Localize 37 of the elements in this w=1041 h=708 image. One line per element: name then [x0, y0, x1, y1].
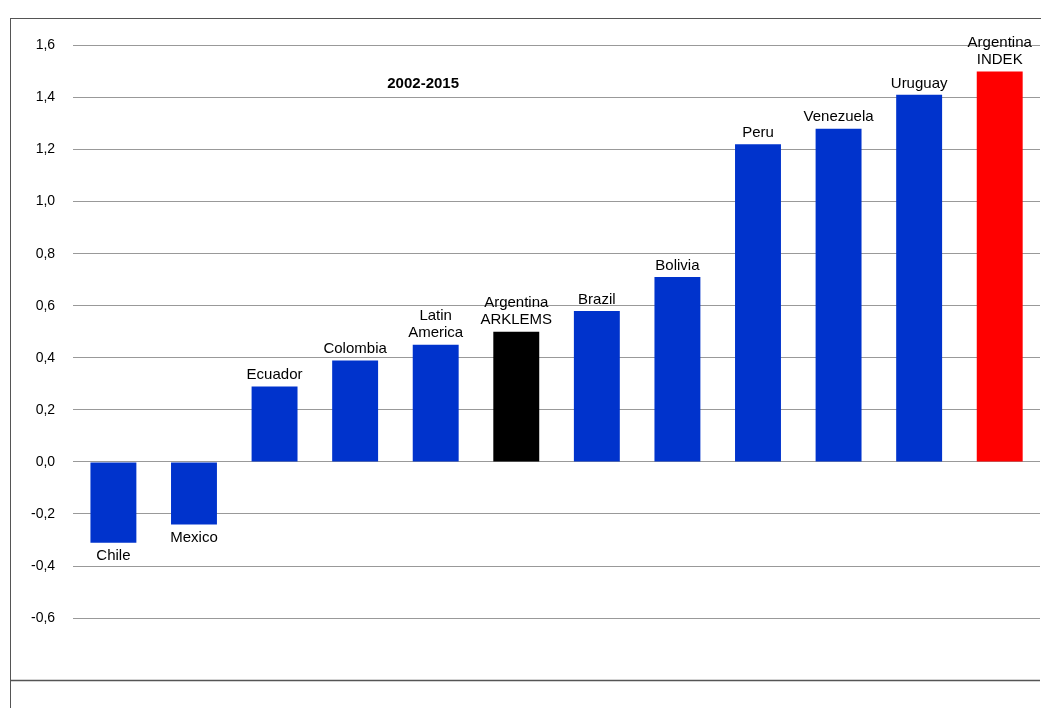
bar — [976, 71, 1023, 462]
bar — [896, 94, 943, 462]
x-tick-label: Venezuela — [803, 107, 875, 125]
bar — [815, 128, 862, 462]
x-tick-label: Ecuador — [246, 365, 303, 383]
x-tick-label: Mexico — [170, 528, 218, 546]
y-tick-label: 0,2 — [35, 400, 56, 417]
y-tick-label: 0,8 — [35, 244, 56, 261]
bar — [171, 462, 217, 525]
y-tick-label: 1,4 — [35, 88, 56, 105]
y-tick-label: 1,2 — [35, 140, 56, 157]
x-tick-label: Argentina ARKLEMS — [480, 293, 553, 328]
x-tick-label: Latin America — [408, 306, 464, 341]
x-tick-label: Argentina INDEK — [967, 33, 1033, 68]
bar — [90, 462, 137, 543]
y-tick-label: 1,0 — [35, 192, 56, 209]
x-tick-label: Peru — [742, 122, 774, 140]
x-tick-label: Uruguay — [890, 73, 948, 91]
bar — [412, 344, 459, 462]
x-tick-label: Colombia — [323, 339, 388, 357]
y-tick-label: 0,6 — [35, 296, 56, 313]
bar — [735, 144, 781, 462]
bar — [654, 277, 701, 462]
x-tick-label: Bolivia — [655, 255, 701, 273]
x-tick-label: Chile — [96, 546, 131, 564]
y-tick-label: -0,2 — [31, 504, 56, 521]
bar — [493, 331, 540, 462]
y-tick-label: 1,6 — [35, 36, 56, 53]
annotation: 2002-2015 — [387, 73, 459, 91]
bar — [251, 386, 298, 462]
bar — [332, 360, 379, 462]
y-tick-label: -0,4 — [31, 556, 56, 573]
y-tick-label: 0,4 — [35, 348, 56, 365]
bar — [573, 310, 620, 462]
y-tick-label: 0,0 — [35, 452, 56, 469]
y-tick-label: -0,6 — [31, 608, 56, 625]
x-tick-label: Brazil — [578, 289, 616, 307]
